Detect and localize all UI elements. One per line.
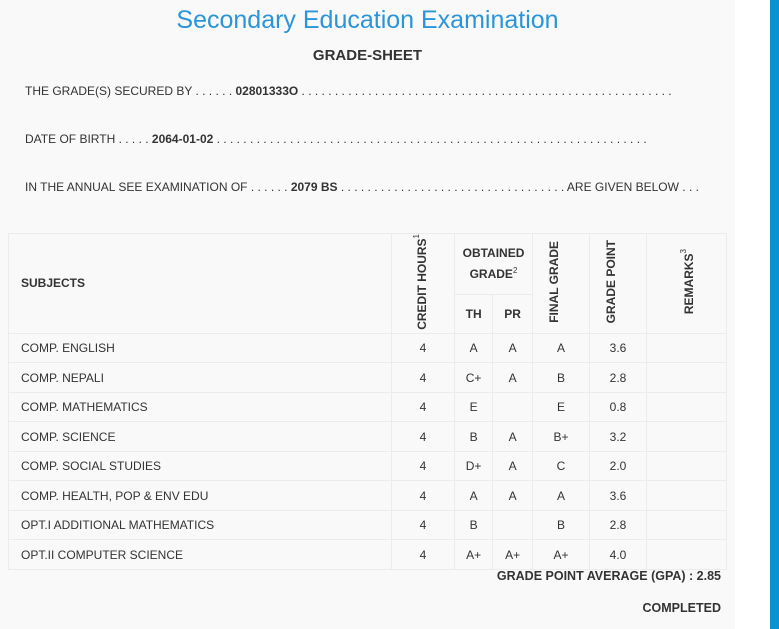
grade-sheet-heading: GRADE-SHEET bbox=[312, 47, 423, 64]
cell-subject: COMP. ENGLISH bbox=[8, 332, 392, 364]
header-text: CREDIT HOURS bbox=[415, 238, 429, 330]
cell-pr-grade: A bbox=[492, 362, 533, 393]
dob-label: DATE OF BIRTH . . . . . bbox=[25, 132, 152, 146]
table-row: COMP. SCIENCE 4 B A B+ 3.2 bbox=[8, 421, 727, 452]
cell-th-grade: E bbox=[453, 391, 494, 423]
cell-remarks bbox=[646, 509, 727, 541]
cell-th-grade: D+ bbox=[453, 450, 494, 482]
table-row: COMP. SOCIAL STUDIES 4 D+ A C 2.0 bbox=[8, 450, 727, 482]
cell-subject: COMP. NEPALI bbox=[8, 362, 392, 393]
cell-pr-grade bbox=[492, 509, 533, 541]
grades-table: SUBJECTS CREDIT HOURS1 OBTAINED GRADE2 F… bbox=[8, 233, 727, 570]
cell-pr-grade bbox=[492, 391, 533, 423]
cell-remarks bbox=[646, 362, 727, 393]
cell-final-grade: A bbox=[532, 480, 590, 511]
cell-grade-point: 3.6 bbox=[589, 332, 647, 364]
cell-th-grade: A bbox=[453, 332, 494, 364]
cell-credit-hours: 4 bbox=[391, 391, 455, 423]
secured-by-line: THE GRADE(S) SECURED BY . . . . . . 0280… bbox=[13, 83, 723, 99]
header-remarks: REMARKS3 bbox=[646, 233, 727, 334]
cell-remarks bbox=[646, 539, 727, 570]
table-row: COMP. HEALTH, POP & ENV EDU 4 A A A 3.6 bbox=[8, 480, 727, 511]
cell-credit-hours: 4 bbox=[391, 539, 455, 570]
cell-subject: OPT.I ADDITIONAL MATHEMATICS bbox=[8, 509, 392, 541]
header-th: TH bbox=[453, 293, 494, 334]
header-text: REMARKS bbox=[682, 253, 696, 315]
cell-remarks bbox=[646, 480, 727, 511]
table-row: OPT.I ADDITIONAL MATHEMATICS 4 B B 2.8 bbox=[8, 509, 727, 541]
cell-pr-grade: A bbox=[492, 450, 533, 482]
cell-pr-grade: A bbox=[492, 480, 533, 511]
cell-pr-grade: A+ bbox=[492, 539, 533, 570]
table-row: COMP. ENGLISH 4 A A A 3.6 bbox=[8, 332, 727, 364]
cell-pr-grade: A bbox=[492, 421, 533, 452]
cell-th-grade: B bbox=[453, 421, 494, 452]
header-obtained-grade: OBTAINED GRADE2 bbox=[454, 233, 533, 295]
footnote-mark: 2 bbox=[512, 266, 518, 276]
result-status: COMPLETED bbox=[642, 601, 721, 615]
header-grade-point: GRADE POINT bbox=[589, 233, 647, 334]
cell-final-grade: B bbox=[532, 362, 590, 393]
header-subjects: SUBJECTS bbox=[8, 233, 392, 334]
footnote-mark: 3 bbox=[679, 249, 688, 254]
header-final-grade: FINAL GRADE bbox=[532, 233, 590, 334]
exam-label: IN THE ANNUAL SEE EXAMINATION OF . . . .… bbox=[25, 180, 291, 194]
cell-final-grade: E bbox=[532, 391, 590, 423]
cell-th-grade: B bbox=[453, 509, 494, 541]
cell-th-grade: A bbox=[453, 480, 494, 511]
cell-th-grade: C+ bbox=[453, 362, 494, 393]
cell-grade-point: 3.2 bbox=[589, 421, 647, 452]
cell-credit-hours: 4 bbox=[391, 332, 455, 364]
dob-line: DATE OF BIRTH . . . . . 2064-01-02 . . .… bbox=[13, 131, 723, 147]
cell-grade-point: 0.8 bbox=[589, 391, 647, 423]
dob-value: 2064-01-02 bbox=[151, 132, 214, 146]
table-row: COMP. MATHEMATICS 4 E E 0.8 bbox=[8, 391, 727, 423]
cell-final-grade: C bbox=[532, 450, 590, 482]
cell-remarks bbox=[646, 450, 727, 482]
header-text: FINAL GRADE bbox=[547, 241, 561, 323]
cell-final-grade: B bbox=[532, 509, 590, 541]
cell-credit-hours: 4 bbox=[391, 362, 455, 393]
header-credit-hours: CREDIT HOURS1 bbox=[391, 233, 455, 334]
cell-grade-point: 2.0 bbox=[589, 450, 647, 482]
cell-subject: COMP. HEALTH, POP & ENV EDU bbox=[8, 480, 392, 511]
exam-line: IN THE ANNUAL SEE EXAMINATION OF . . . .… bbox=[13, 179, 723, 195]
cell-grade-point: 2.8 bbox=[589, 509, 647, 541]
cell-subject: COMP. SOCIAL STUDIES bbox=[8, 450, 392, 482]
cell-subject: COMP. MATHEMATICS bbox=[8, 391, 392, 423]
dots: . . . . . . . . . . . . . . . . . . . . … bbox=[337, 180, 699, 194]
secured-by-label: THE GRADE(S) SECURED BY . . . . . . bbox=[25, 84, 236, 98]
cell-pr-grade: A bbox=[492, 332, 533, 364]
cell-th-grade: A+ bbox=[453, 539, 494, 570]
symbol-number: 02801333O bbox=[235, 84, 299, 98]
cell-grade-point: 3.6 bbox=[589, 480, 647, 511]
footnote-mark: 1 bbox=[412, 234, 421, 239]
cell-subject: COMP. SCIENCE bbox=[8, 421, 392, 452]
cell-credit-hours: 4 bbox=[391, 450, 455, 482]
dots: . . . . . . . . . . . . . . . . . . . . … bbox=[298, 84, 672, 98]
header-pr: PR bbox=[492, 293, 533, 334]
cell-credit-hours: 4 bbox=[391, 480, 455, 511]
cell-final-grade: B+ bbox=[532, 421, 590, 452]
cell-remarks bbox=[646, 332, 727, 364]
scrollbar[interactable] bbox=[770, 0, 779, 629]
dots: . . . . . . . . . . . . . . . . . . . . … bbox=[213, 132, 647, 146]
cell-grade-point: 2.8 bbox=[589, 362, 647, 393]
table-row: COMP. NEPALI 4 C+ A B 2.8 bbox=[8, 362, 727, 393]
header-text: OBTAINED GRADE bbox=[462, 246, 525, 282]
cell-subject: OPT.II COMPUTER SCIENCE bbox=[8, 539, 392, 570]
cell-final-grade: A+ bbox=[532, 539, 590, 570]
cell-credit-hours: 4 bbox=[391, 509, 455, 541]
cell-grade-point: 4.0 bbox=[589, 539, 647, 570]
header-text: GRADE POINT bbox=[604, 240, 618, 324]
cell-credit-hours: 4 bbox=[391, 421, 455, 452]
page-title: Secondary Education Examination bbox=[176, 6, 559, 34]
table-row: OPT.II COMPUTER SCIENCE 4 A+ A+ A+ 4.0 bbox=[8, 539, 727, 570]
cell-remarks bbox=[646, 391, 727, 423]
gpa: GRADE POINT AVERAGE (GPA) : 2.85 bbox=[496, 569, 721, 583]
cell-remarks bbox=[646, 421, 727, 452]
cell-final-grade: A bbox=[532, 332, 590, 364]
exam-year: 2079 BS bbox=[290, 180, 338, 194]
